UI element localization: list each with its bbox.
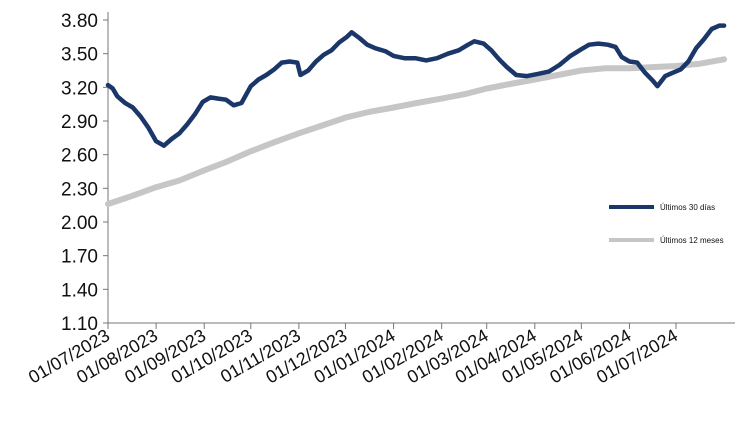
y-axis-ticks: 1.10 1.40 1.70 2.00 2.30 2.60 2.90 3.20 3.50 3.80	[61, 11, 108, 335]
legend-label-series-2: Últimos 12 meses	[660, 236, 724, 245]
y-tick-label: 2.30	[61, 179, 98, 200]
series-layer	[105, 23, 728, 207]
y-tick-label: 2.90	[61, 112, 98, 133]
y-tick-label: 1.40	[61, 280, 98, 301]
y-tick-label: 2.00	[61, 213, 98, 234]
y-tick-label: 3.50	[61, 45, 98, 66]
x-axis-ticks: 01/07/202301/08/202301/09/202301/10/2023…	[25, 323, 681, 388]
y-tick-label: 3.20	[61, 78, 98, 99]
series-line-2	[105, 56, 728, 207]
y-tick-label: 2.60	[61, 146, 98, 167]
y-tick-label: 1.10	[61, 314, 98, 335]
y-tick-label: 1.70	[61, 247, 98, 268]
y-tick-label: 3.80	[61, 11, 98, 32]
legend-item-series-2: Últimos 12 meses	[609, 236, 724, 245]
legend-label-series-1: Últimos 30 días	[660, 203, 715, 212]
legend-item-series-1: Últimos 30 días	[609, 203, 715, 212]
series-line-1	[105, 23, 727, 148]
legend: Últimos 30 días Últimos 12 meses	[609, 203, 724, 245]
